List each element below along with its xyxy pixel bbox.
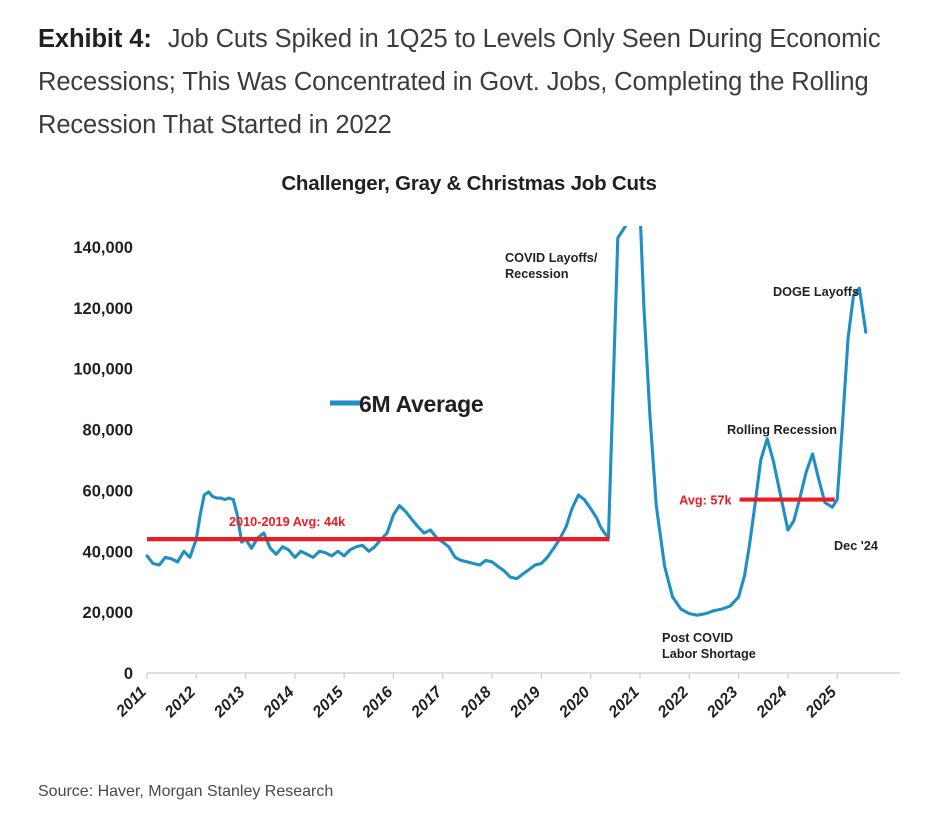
- y-tick-label: 140,000: [73, 239, 133, 257]
- chart-title: Challenger, Gray & Christmas Job Cuts: [281, 172, 657, 195]
- chart-container: Challenger, Gray & Christmas Job Cuts 20…: [0, 160, 938, 760]
- exhibit-label: Exhibit 4:: [38, 25, 152, 53]
- x-tick-label: 2020: [556, 684, 594, 722]
- chart-annotation: Post COVID: [662, 631, 733, 645]
- x-tick-label: 2013: [211, 684, 249, 722]
- average-line-label: Avg: 57k: [679, 494, 732, 508]
- x-tick-label: 2019: [506, 684, 544, 722]
- x-tick-label: 2016: [358, 684, 396, 722]
- source-note: Source: Haver, Morgan Stanley Research: [38, 783, 334, 800]
- x-tick-label: 2022: [654, 684, 692, 722]
- job-cuts-line-chart: 2011 2012 2013 2014 2015 2016 2017 2018 2019 2020…: [73, 226, 900, 722]
- chart-annotation: DOGE Layoffs: [773, 285, 859, 299]
- y-tick-label: 80,000: [83, 422, 133, 440]
- y-tick-label: 100,000: [73, 361, 133, 379]
- x-tick-label: 2011: [113, 684, 150, 721]
- x-tick-label: 2025: [802, 683, 841, 722]
- y-tick-label: 40,000: [83, 543, 133, 561]
- exhibit-heading: Exhibit 4: Job Cuts Spiked in 1Q25 to Lev…: [38, 18, 922, 147]
- x-tick-label: 2014: [260, 684, 298, 722]
- chart-annotation: Recession: [505, 267, 568, 281]
- x-tick-label: 2018: [457, 684, 495, 722]
- exhibit-title: Job Cuts Spiked in 1Q25 to Levels Only S…: [38, 25, 881, 139]
- y-tick-label: 60,000: [83, 482, 133, 500]
- chart-annotation: Dec '24: [834, 539, 878, 553]
- x-tick-label: 2024: [753, 684, 791, 722]
- legend-label: 6M Average: [359, 391, 483, 417]
- x-tick-label: 2012: [161, 684, 199, 722]
- x-tick-label: 2023: [704, 684, 742, 722]
- x-tick-label: 2017: [408, 683, 447, 722]
- y-tick-label: 20,000: [83, 604, 133, 622]
- chart-annotation: COVID Layoffs/: [505, 251, 598, 265]
- y-tick-label: 120,000: [73, 300, 133, 318]
- y-tick-label: 0: [124, 665, 133, 683]
- chart-annotation: Rolling Recession: [727, 423, 837, 437]
- x-tick-label: 2021: [605, 684, 643, 722]
- average-line-label: 2010-2019 Avg: 44k: [229, 515, 346, 529]
- x-tick-label: 2015: [309, 683, 348, 722]
- chart-annotation: Labor Shortage: [662, 647, 756, 661]
